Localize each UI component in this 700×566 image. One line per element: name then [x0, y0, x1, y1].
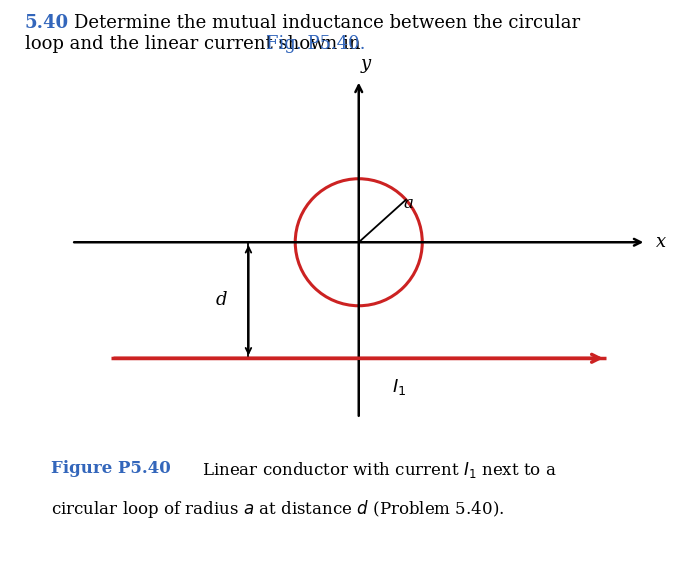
Text: x: x: [656, 233, 666, 251]
Text: loop and the linear current shown in: loop and the linear current shown in: [25, 35, 366, 53]
Text: y: y: [360, 55, 370, 73]
Text: Linear conductor with current $I_1$ next to a: Linear conductor with current $I_1$ next…: [202, 460, 557, 481]
Text: Figure P5.40: Figure P5.40: [51, 460, 171, 477]
Text: circular loop of radius $a$ at distance $d$ (Problem 5.40).: circular loop of radius $a$ at distance …: [51, 498, 505, 520]
Text: Fig. P5.40.: Fig. P5.40.: [266, 35, 365, 53]
Text: d: d: [216, 291, 228, 309]
Text: 5.40: 5.40: [25, 14, 69, 32]
Text: $I_1$: $I_1$: [392, 377, 406, 397]
Text: a: a: [404, 195, 414, 212]
Text: Determine the mutual inductance between the circular: Determine the mutual inductance between …: [74, 14, 580, 32]
